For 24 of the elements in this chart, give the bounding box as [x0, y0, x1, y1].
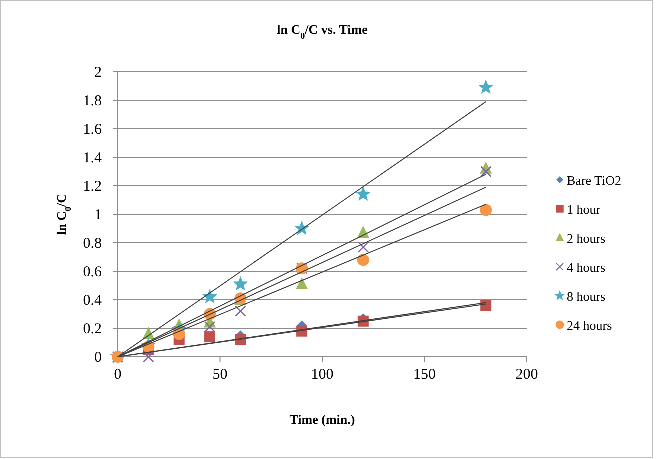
chart-title: ln C$_{0}$/C vs. Time	[277, 22, 368, 41]
y-tick-label: 0.6	[83, 264, 102, 280]
y-tick-label: 0	[94, 350, 102, 366]
legend-label: 4 hours	[567, 260, 606, 275]
legend-label: 24 hours	[567, 318, 612, 333]
x-tick-label: 200	[516, 367, 538, 383]
x-tick-label: 150	[414, 367, 436, 383]
y-tick-label: 1.4	[83, 150, 102, 166]
x-axis-title: Time (min.)	[290, 412, 356, 427]
legend-label: 1 hour	[567, 202, 602, 217]
legend-label: 8 hours	[567, 289, 606, 304]
y-tick-label: 0.2	[83, 322, 102, 338]
y-tick-label: 1	[94, 208, 102, 224]
y-tick-label: 1.2	[83, 179, 102, 195]
legend-label: 2 hours	[567, 231, 606, 246]
y-tick-label: 1.6	[83, 122, 102, 138]
x-tick-label: 100	[311, 367, 334, 383]
y-tick-label: 0.4	[83, 293, 102, 309]
y-tick-label: 0.8	[83, 236, 102, 252]
x-tick-label: 50	[212, 367, 228, 383]
y-tick-label: 1.8	[83, 94, 102, 110]
legend-label: Bare TiO2	[567, 173, 622, 188]
y-tick-label: 2	[94, 65, 102, 81]
x-tick-label: 0	[114, 367, 122, 383]
